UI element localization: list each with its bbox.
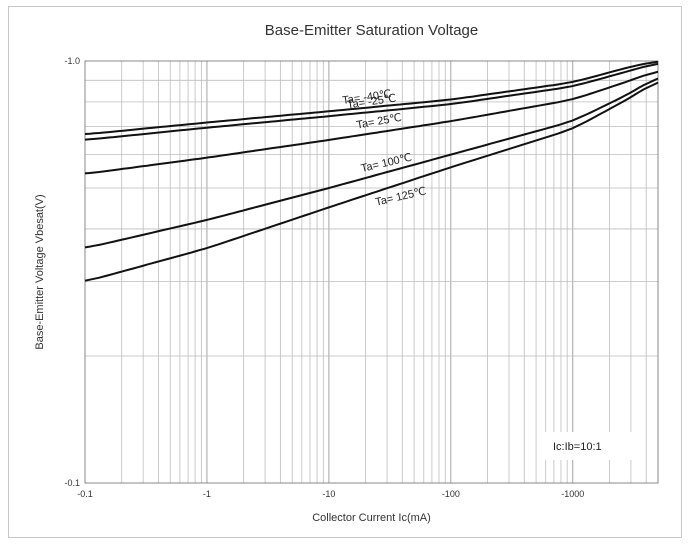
series-line-4	[84, 81, 659, 282]
series-label-2: Ta= 25℃	[356, 112, 403, 132]
curves	[84, 60, 659, 282]
chart-svg: -0.1 -1 -10 -100 -1000-0.1-1.0Ta= -40℃Ta= -2…	[34, 22, 659, 524]
x-tick-label: -1	[203, 489, 211, 499]
x-tick-label: -100	[442, 489, 460, 499]
labels: -0.1 -1 -10 -100 -1000-0.1-1.0Ta= -40℃Ta= -2…	[64, 56, 584, 499]
annotation-ratio: Ic:Ib=10:1	[553, 441, 602, 453]
x-axis-label: Collector Current Ic(mA)	[312, 512, 431, 524]
y-tick-label: -0.1	[64, 478, 80, 488]
x-tick-label: -1000	[561, 489, 584, 499]
series-line-0	[84, 60, 659, 135]
series-line-2	[84, 70, 659, 175]
plot-border	[84, 60, 659, 484]
series-line-1	[84, 62, 659, 141]
y-axis-label: Base-Emitter Voltage Vbesat(V)	[34, 194, 46, 349]
x-tick-label: -0.1	[77, 489, 93, 499]
y-tick-label: -1.0	[64, 56, 80, 66]
x-tick-label: -10	[322, 489, 335, 499]
series-line-3	[84, 77, 659, 249]
chart-title: Base-Emitter Saturation Voltage	[265, 22, 478, 39]
chart-frame: -0.1 -1 -10 -100 -1000 -0.1 -1.0 Ta= -40℃ Ta= -2…	[8, 6, 682, 538]
annotation-box	[542, 432, 637, 460]
